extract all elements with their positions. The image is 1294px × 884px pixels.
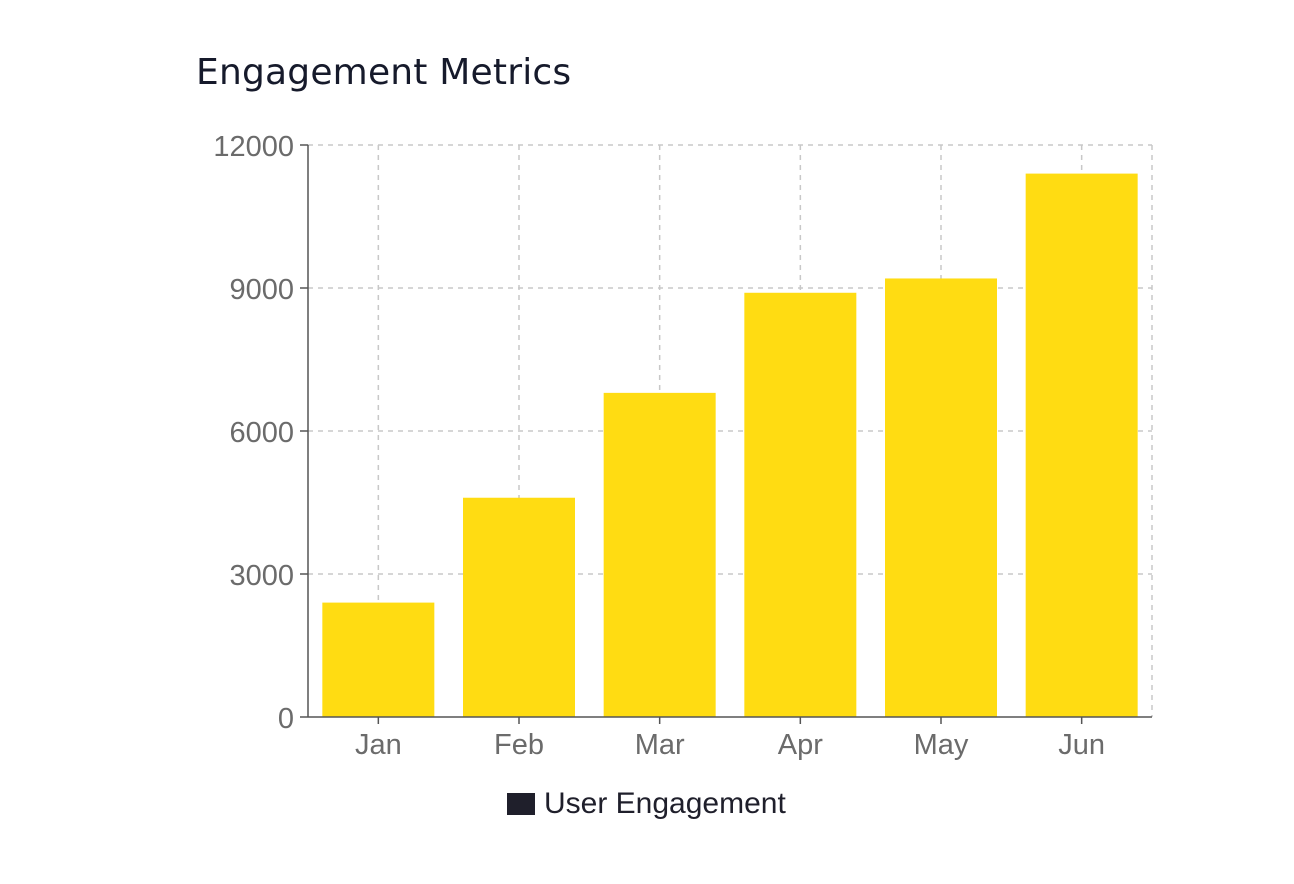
bar-apr xyxy=(744,292,857,717)
y-tick-labels: 0 3000 6000 9000 12000 xyxy=(213,131,308,735)
x-tick-label-jun: Jun xyxy=(1058,729,1105,761)
legend-swatch xyxy=(507,793,535,815)
grid xyxy=(308,144,1153,717)
x-tick-label-jan: Jan xyxy=(355,729,402,761)
legend: User Engagement xyxy=(507,784,786,824)
y-tick-label: 12000 xyxy=(213,131,294,163)
y-tick-label: 3000 xyxy=(229,560,294,592)
x-tick-label-feb: Feb xyxy=(494,729,544,761)
y-tick-label: 9000 xyxy=(229,274,294,306)
bar-may xyxy=(885,278,997,717)
legend-label: User Engagement xyxy=(544,787,786,820)
bar-jan xyxy=(322,602,435,717)
bars xyxy=(322,173,1138,718)
x-tick-label-may: May xyxy=(914,729,969,761)
chart-title: Engagement Metrics xyxy=(196,52,572,93)
x-tick-labels: Jan Feb Mar Apr May Jun xyxy=(355,717,1105,761)
x-tick-label-apr: Apr xyxy=(778,729,823,761)
bar-feb xyxy=(463,497,575,717)
bar-jun xyxy=(1025,173,1138,718)
bar-mar xyxy=(603,392,716,717)
y-tick-label: 6000 xyxy=(229,417,294,449)
y-tick-label: 0 xyxy=(278,703,294,735)
x-tick-label-mar: Mar xyxy=(635,729,685,761)
